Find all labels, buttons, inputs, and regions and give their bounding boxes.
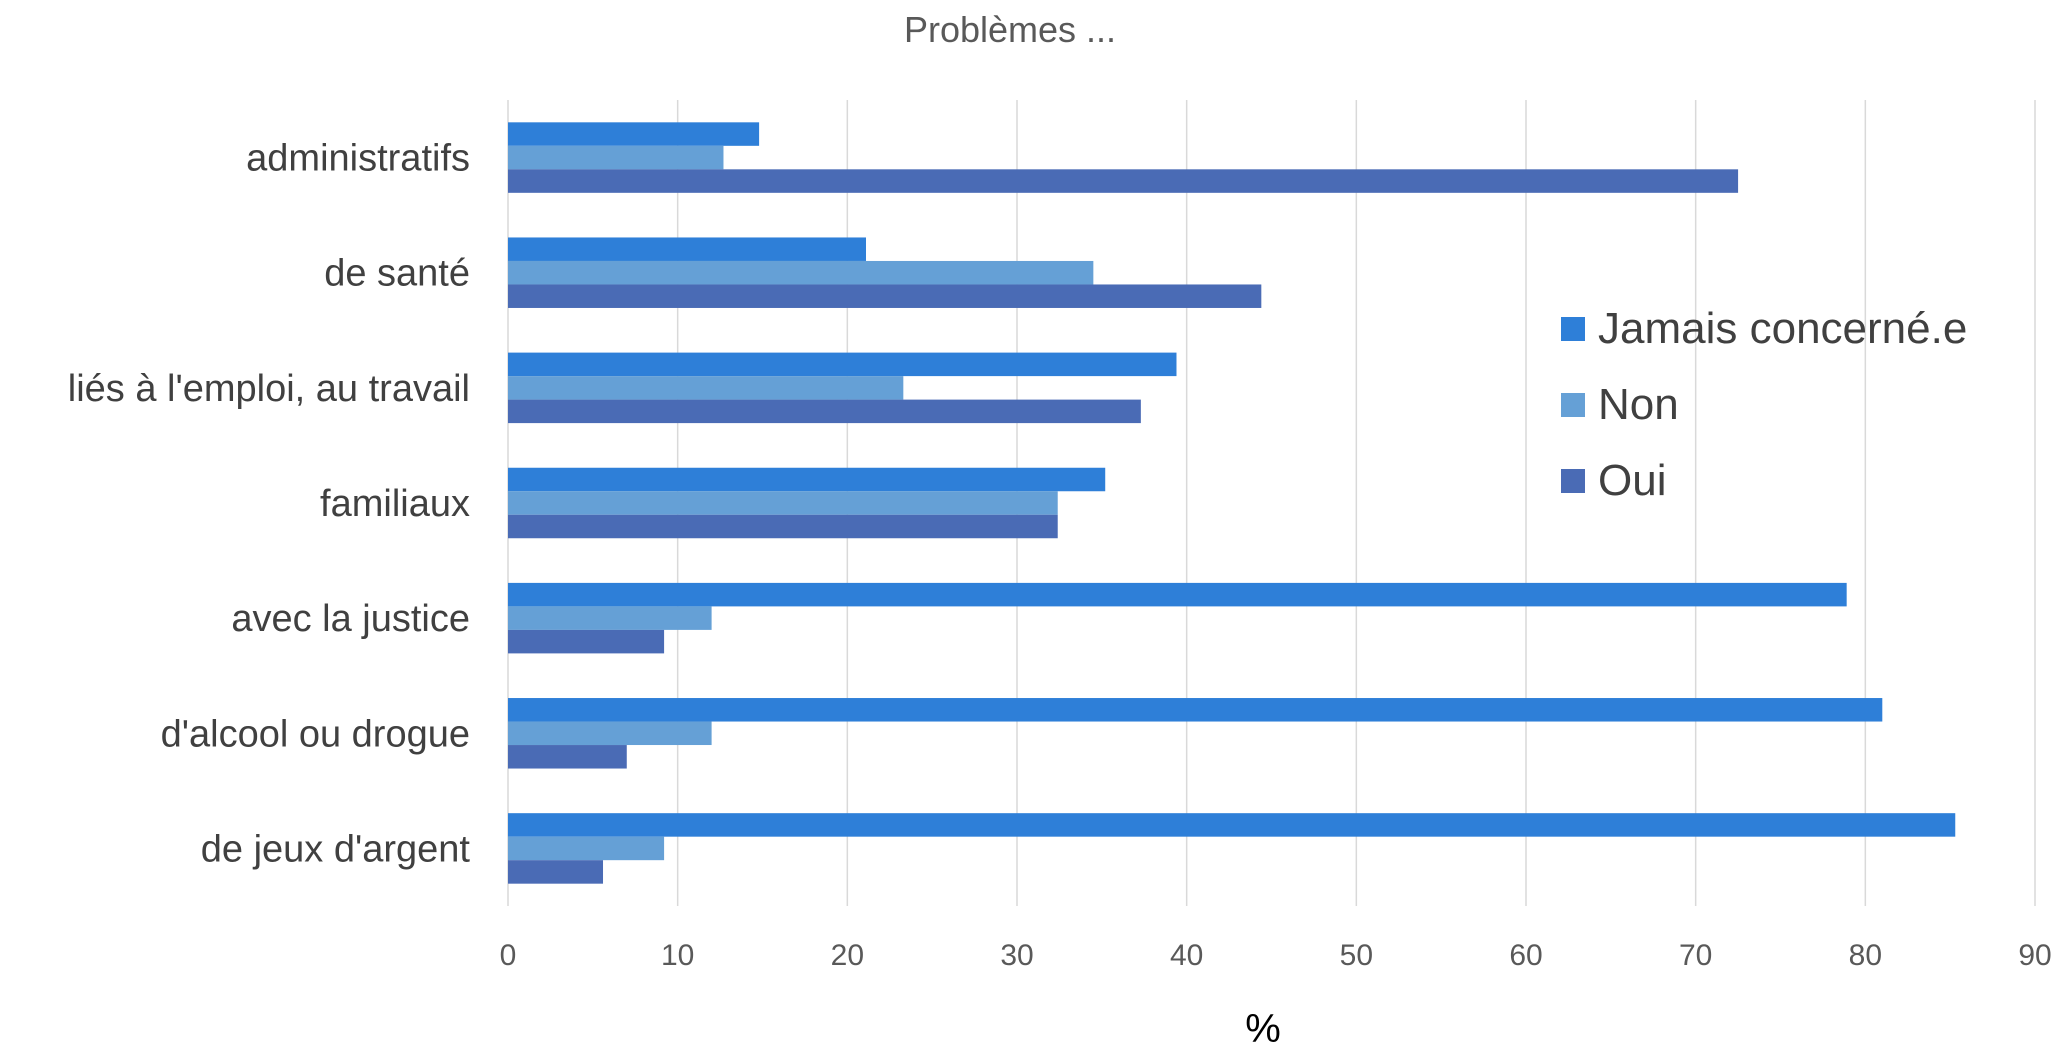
x-tick-label: 10 xyxy=(661,939,694,972)
x-tick-label: 0 xyxy=(500,939,517,972)
category-label: d'alcool ou drogue xyxy=(161,713,470,755)
bar xyxy=(508,399,1141,424)
category-label: de santé xyxy=(324,253,470,295)
category-label: familiaux xyxy=(320,483,470,525)
bar xyxy=(508,860,604,884)
x-tick-label: 70 xyxy=(1679,939,1712,972)
bar xyxy=(508,698,1883,722)
bar xyxy=(508,145,724,170)
x-axis-label: % xyxy=(1245,1007,1281,1044)
x-tick-label: 20 xyxy=(831,939,864,972)
bar xyxy=(508,629,665,654)
legend: Jamais concerné.e Non Oui xyxy=(1561,304,1967,505)
bar xyxy=(508,582,1847,607)
bars xyxy=(508,122,1956,884)
bar xyxy=(508,122,760,146)
bar xyxy=(508,169,1739,193)
x-tick-label: 80 xyxy=(1849,939,1882,972)
bar xyxy=(508,606,712,630)
legend-swatch xyxy=(1561,393,1585,417)
bar xyxy=(508,514,1058,539)
chart-title: Problèmes ... xyxy=(904,9,1116,50)
x-tick-label: 90 xyxy=(2018,939,2051,972)
x-tick-label: 30 xyxy=(1000,939,1033,972)
legend-swatch xyxy=(1561,317,1585,341)
bar xyxy=(508,352,1177,377)
bar xyxy=(508,836,665,861)
grid xyxy=(507,100,2036,906)
bar xyxy=(508,721,712,746)
legend-swatch xyxy=(1561,469,1585,493)
x-tick-label: 40 xyxy=(1170,939,1203,972)
legend-label: Non xyxy=(1598,380,1679,429)
category-label: de jeux d'argent xyxy=(201,828,471,870)
legend-label: Jamais concerné.e xyxy=(1598,304,1967,353)
legend-label: Oui xyxy=(1598,456,1666,505)
bar xyxy=(508,813,1956,837)
bar xyxy=(508,491,1058,515)
category-labels: administratifs de santé liés à l'emploi, a… xyxy=(68,138,471,871)
x-tick-label: 50 xyxy=(1340,939,1373,972)
category-label: liés à l'emploi, au travail xyxy=(68,368,470,410)
x-tick-labels: 0 10 20 30 40 50 60 70 80 90 xyxy=(500,939,2052,972)
bar xyxy=(508,745,627,769)
bar xyxy=(508,467,1106,492)
category-label: avec la justice xyxy=(231,598,470,640)
bar xyxy=(508,260,1094,285)
bar xyxy=(508,284,1262,308)
category-label: administratifs xyxy=(246,138,470,180)
x-tick-label: 60 xyxy=(1509,939,1542,972)
bar xyxy=(508,237,866,261)
bar xyxy=(508,376,904,400)
